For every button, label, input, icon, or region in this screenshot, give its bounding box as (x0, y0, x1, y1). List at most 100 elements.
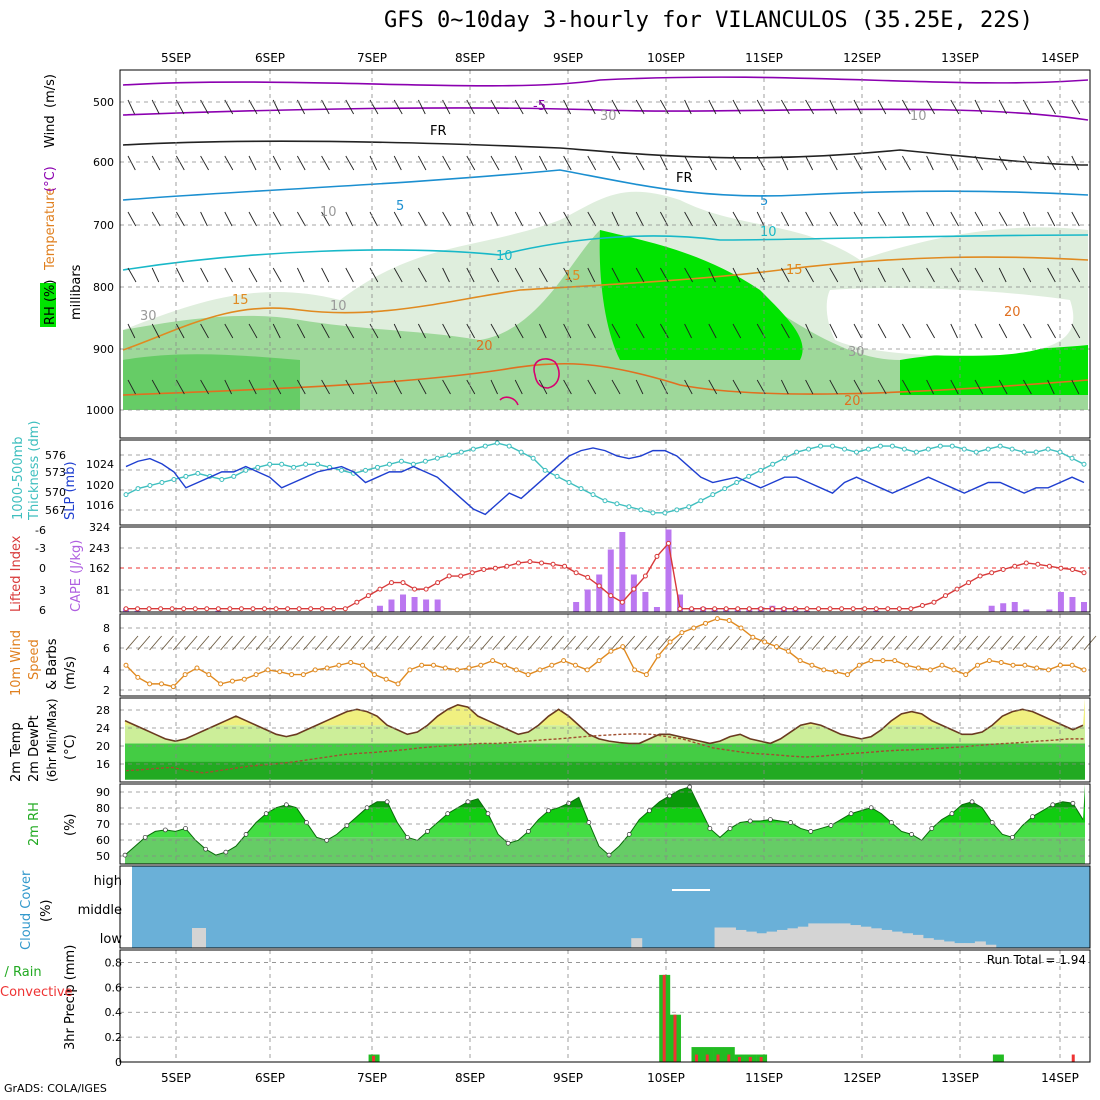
lifted-index-series-point-80 (1046, 563, 1052, 569)
wind-speed-series-point-53 (750, 634, 756, 640)
wind-barb-r4-c30 (853, 323, 862, 339)
wind-barb-r2-c4 (224, 211, 233, 227)
wind-barb-r5-c35 (974, 379, 984, 395)
top-day-label-6: 11SEP (745, 51, 783, 65)
cloud-background (132, 866, 1090, 948)
cape-bar-83 (1081, 602, 1087, 612)
wind-barb-r2-c39 (1071, 211, 1080, 227)
rh-y-tick-4: 50 (96, 850, 110, 863)
wind-barb-r3-c28 (805, 267, 814, 283)
wind-barb-r1-c39 (1071, 155, 1080, 171)
wind-barb-r4-c39 (1071, 323, 1081, 339)
precip-conv-bar-57 (738, 1057, 742, 1062)
wind10-barb-58 (811, 635, 825, 651)
wind-speed-series-point-52 (738, 625, 744, 631)
lifted-index-series-point-64 (862, 606, 868, 612)
thickness-series-point-56 (794, 449, 800, 455)
wind-barb-r4-c0 (127, 323, 136, 339)
rh-point-32 (445, 811, 451, 816)
wind-barb-r1-c11 (393, 155, 402, 171)
precip-y-tick-1: 0.6 (105, 981, 123, 994)
bottom-day-label-8: 13SEP (941, 1071, 979, 1085)
thickness-series-point-5 (183, 473, 189, 479)
wind10-barb-0 (125, 635, 139, 651)
wind-barb-r4-c37 (1023, 323, 1032, 339)
wind-barb-r2-c9 (345, 211, 354, 227)
upper-air-y-tick-0: 500 (93, 96, 114, 109)
wind-barb-r4-c15 (490, 323, 500, 339)
wind-barb-r1-c17 (539, 155, 548, 171)
wind-speed-series-point-39 (584, 667, 590, 673)
wind-speed-series-point-38 (572, 662, 578, 668)
cape-bar-59 (803, 610, 810, 612)
lifted-index-series-point-23 (388, 580, 394, 586)
lifted-index-series-point-18 (331, 606, 337, 612)
wind-barb-r1-c12 (418, 155, 427, 171)
wind-barb-r0-c18 (563, 99, 571, 115)
wind-barb-r0-c21 (635, 99, 645, 115)
lifted-index-series-point-79 (1035, 561, 1041, 567)
rh-point-28 (405, 834, 410, 840)
lifted-index-series-point-69 (919, 602, 925, 608)
rh-point-6 (183, 826, 188, 831)
cape-bar-75 (988, 605, 995, 612)
wind-barb-r2-c29 (829, 211, 839, 227)
lifted-index-series-point-47 (665, 540, 671, 546)
wind-barb-r5-c1 (151, 379, 161, 395)
wind-barb-r5-c10 (369, 379, 378, 395)
wind-barb-r4-c19 (587, 323, 596, 339)
temp-y-tick-1: 24 (96, 722, 110, 735)
wind-barb-r2-c6 (272, 211, 282, 227)
wind-speed-series-point-2 (147, 681, 153, 687)
thickness-series-point-51 (734, 480, 740, 485)
thickness-series-point-30 (482, 443, 488, 449)
wind-barb-r3-c8 (321, 267, 330, 283)
thickness-series-point-8 (219, 476, 225, 482)
precip-conv-bar-50 (662, 974, 666, 1062)
wind-barb-r4-c35 (974, 323, 983, 339)
thickness-series-point-52 (746, 473, 752, 479)
low-cloud-bar-57 (714, 927, 726, 948)
isotherm-freezing (122, 140, 1089, 166)
lifted-index-series-point-50 (700, 606, 706, 612)
wind10-barb-8 (220, 635, 233, 651)
wind-barb-r4-c22 (660, 323, 669, 339)
wind10-barb-10 (243, 635, 257, 651)
slp-y-tick-2: 1016 (86, 499, 114, 512)
isotherm-label-9: 15 (786, 263, 803, 278)
thickness-series-point-37 (566, 480, 572, 485)
wind-barb-r0-c24 (708, 99, 717, 115)
wind-barb-r3-c17 (539, 267, 548, 283)
lifted-index-series-point-21 (365, 593, 371, 599)
low-cloud-bar-59 (735, 929, 747, 948)
wind-speed-series-point-10 (241, 676, 247, 682)
thickness-series-point-11 (255, 464, 261, 470)
slp-y-tick-0: 1024 (86, 458, 114, 471)
wind-barb-r4-c3 (200, 323, 209, 339)
wind-barb-r5-c15 (490, 379, 498, 395)
lifted-index-series-point-32 (492, 565, 498, 571)
top-day-label-1: 6SEP (255, 51, 285, 65)
wind-barb-r1-c27 (780, 155, 789, 171)
wind-barb-r3-c38 (1047, 267, 1056, 283)
rh-point-22 (344, 823, 350, 828)
wind10-barb-2 (149, 635, 162, 651)
wind-barb-r2-c25 (732, 211, 742, 227)
wind-speed-series-point-12 (265, 667, 271, 673)
upper-air-y-tick-4: 900 (93, 343, 114, 356)
wind-speed-series-point-27 (442, 665, 448, 671)
slp-series-line (125, 447, 1085, 516)
slp-axis-label: SLP (mb) (63, 461, 78, 520)
wind-barb-r5-c13 (442, 379, 451, 395)
rh-point-10 (223, 849, 229, 855)
wind10-barb-15 (303, 635, 316, 651)
cape-y-tick-1: 243 (89, 542, 110, 555)
wind-speed-series-point-32 (501, 662, 507, 668)
rh-point-88 (1010, 834, 1015, 840)
low-cloud-bar-72 (870, 928, 882, 948)
wind10-speed-label: Speed (27, 639, 42, 680)
wind-barb-r2-c38 (1047, 211, 1056, 227)
lifted-index-series-point-75 (989, 570, 995, 576)
isotherm-label-1: FR (430, 124, 447, 139)
lifted-index-series-point-35 (527, 559, 533, 565)
